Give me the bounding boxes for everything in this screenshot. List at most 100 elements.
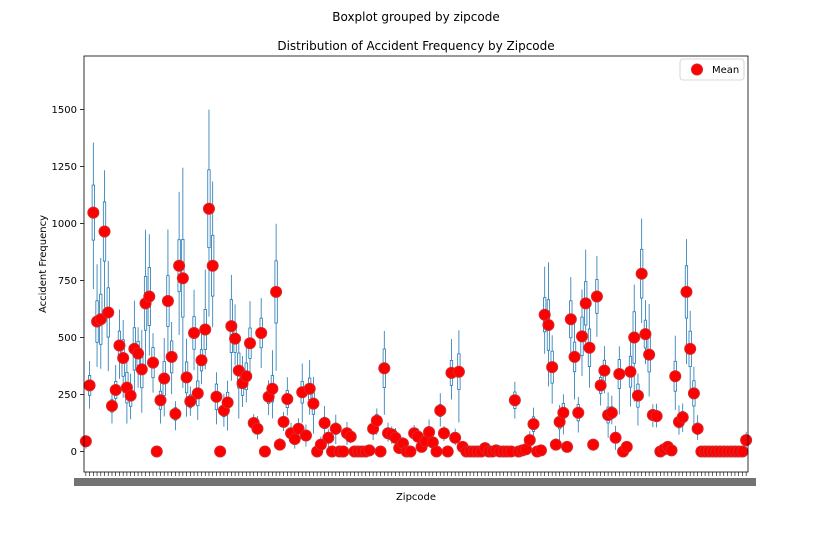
y-tick-label: 500 — [58, 333, 77, 344]
mean-marker — [557, 406, 570, 419]
mean-marker — [684, 342, 697, 355]
mean-marker — [147, 356, 160, 369]
mean-marker — [221, 396, 234, 409]
mean-marker — [374, 445, 387, 458]
mean-marker — [594, 379, 607, 392]
mean-marker — [225, 320, 238, 333]
mean-marker — [150, 445, 163, 458]
mean-marker — [87, 206, 100, 219]
mean-marker — [206, 259, 219, 272]
mean-marker — [549, 438, 562, 451]
mean-marker — [561, 440, 574, 453]
mean-marker — [669, 370, 682, 383]
box-whisker — [203, 269, 207, 370]
mean-marker — [508, 394, 521, 407]
mean-marker — [143, 290, 156, 303]
mean-marker — [639, 328, 652, 341]
mean-marker — [188, 326, 201, 339]
y-axis: 0 250 500 750 1000 1250 1500 — [52, 105, 84, 458]
legend-mean-marker — [691, 63, 703, 76]
mean-marker — [214, 445, 227, 458]
mean-marker — [568, 350, 581, 363]
box-whisker — [102, 170, 107, 308]
mean-marker — [404, 445, 417, 458]
mean-marker — [94, 313, 107, 326]
mean-marker — [266, 382, 279, 395]
mean-marker — [546, 361, 559, 374]
mean-marker — [363, 444, 376, 457]
mean-marker — [132, 347, 145, 360]
mean-marker — [277, 415, 290, 428]
mean-marker — [184, 395, 197, 408]
mean-marker — [251, 422, 264, 435]
mean-marker — [124, 389, 137, 402]
mean-marker — [299, 429, 312, 442]
mean-marker — [117, 352, 130, 365]
mean-marker — [169, 407, 182, 420]
mean-marker — [527, 418, 540, 431]
mean-marker — [288, 432, 301, 445]
y-axis-label: Accident Frequency — [38, 215, 49, 313]
mean-marker — [564, 313, 577, 326]
mean-marker — [650, 410, 663, 423]
mean-marker — [534, 444, 547, 457]
mean-marker — [665, 444, 678, 457]
x-tick-labels-overlap — [74, 478, 756, 486]
mean-marker — [154, 394, 167, 407]
y-tick-label: 750 — [58, 276, 77, 287]
mean-marker — [79, 435, 92, 448]
legend-mean-label: Mean — [712, 65, 739, 76]
mean-marker — [303, 382, 316, 395]
mean-marker — [109, 383, 122, 396]
mean-marker — [572, 406, 585, 419]
mean-marker — [452, 365, 465, 378]
mean-marker — [583, 341, 596, 354]
mean-marker — [691, 422, 704, 435]
mean-marker — [240, 370, 253, 383]
mean-marker — [229, 332, 242, 345]
mean-marker — [314, 438, 327, 451]
mean-marker — [281, 393, 294, 406]
y-tick-label: 1500 — [52, 105, 77, 116]
mean-marker — [180, 371, 193, 384]
x-axis-label: Zipcode — [396, 492, 436, 503]
mean-marker — [165, 350, 178, 363]
mean-marker — [370, 414, 383, 427]
mean-marker — [449, 431, 462, 444]
mean-marker — [423, 426, 436, 439]
mean-marker-group — [79, 202, 753, 458]
mean-marker — [191, 387, 204, 400]
mean-marker — [736, 445, 749, 458]
mean-marker — [631, 389, 644, 402]
mean-marker — [307, 397, 320, 410]
mean-marker — [605, 406, 618, 419]
mean-marker — [434, 404, 447, 417]
plot-frame — [83, 55, 749, 473]
chart-title: Distribution of Accident Frequency by Zi… — [277, 39, 554, 53]
mean-marker — [609, 431, 622, 444]
mean-marker — [98, 225, 111, 238]
mean-marker — [587, 438, 600, 451]
mean-marker — [598, 364, 611, 377]
mean-marker — [441, 445, 454, 458]
mean-marker — [643, 348, 656, 361]
mean-marker — [173, 259, 186, 272]
mean-marker — [337, 445, 350, 458]
chart-suptitle: Boxplot grouped by zipcode — [332, 10, 500, 24]
mean-marker — [523, 434, 536, 447]
mean-marker — [590, 290, 603, 303]
mean-marker — [273, 438, 286, 451]
y-tick-label: 250 — [58, 390, 77, 401]
mean-marker — [202, 202, 215, 215]
mean-marker — [292, 422, 305, 435]
legend: Mean — [679, 58, 745, 81]
mean-marker — [628, 331, 641, 344]
mean-marker — [620, 440, 633, 453]
mean-marker — [195, 354, 208, 367]
mean-marker — [542, 318, 555, 331]
mean-marker — [579, 297, 592, 310]
mean-marker — [676, 411, 689, 424]
mean-marker — [322, 431, 335, 444]
mean-marker — [161, 295, 174, 308]
